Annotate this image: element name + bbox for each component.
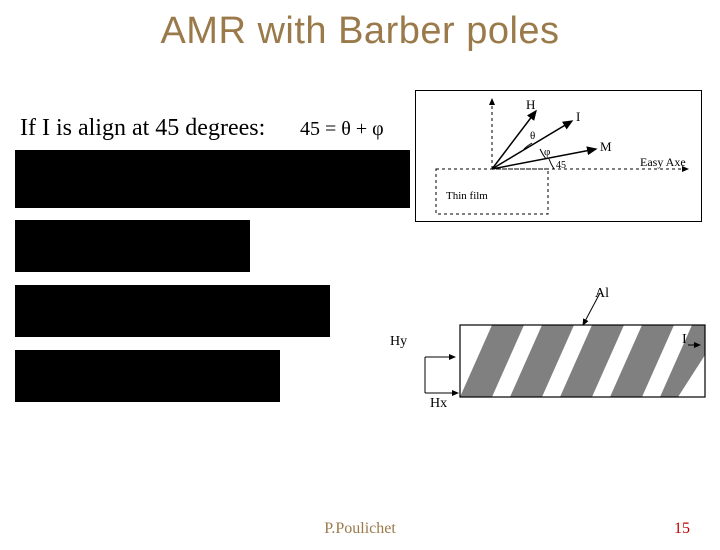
label-Al: Al [595, 286, 609, 301]
redacted-block [15, 285, 330, 337]
footer-author: P.Poulichet [0, 520, 720, 538]
footer-page-number: 15 [674, 520, 690, 538]
label-I: I [576, 109, 580, 124]
slide-title: AMR with Barber poles [0, 10, 720, 53]
label-I-current: I [682, 332, 687, 347]
label-M: M [600, 139, 612, 154]
figure-vectors: H I M θ φ 45 Easy Axe Thin film [415, 90, 702, 222]
label-Hy: Hy [390, 334, 407, 349]
label-theta: θ [530, 130, 535, 142]
label-45: 45 [556, 160, 566, 171]
label-phi: φ [544, 146, 550, 158]
label-Hx: Hx [430, 396, 447, 410]
figure-barber-poles: Al Hy Hx I [370, 285, 710, 410]
label-H: H [526, 97, 535, 112]
redacted-block [15, 350, 280, 402]
label-easy-axe: Easy Axe [640, 155, 686, 169]
redacted-block [15, 150, 410, 208]
equation: 45 = θ + φ [300, 118, 384, 141]
label-thin-film: Thin film [446, 190, 488, 202]
redacted-block [15, 220, 250, 272]
body-line: If I is align at 45 degrees: [20, 115, 265, 142]
